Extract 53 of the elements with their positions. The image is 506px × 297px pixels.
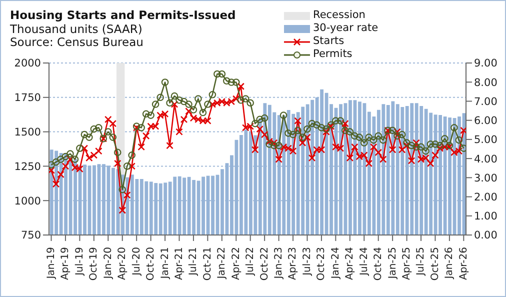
y2-tick-label: 8.00 xyxy=(474,76,498,89)
x-tick-label: Apr-21 xyxy=(174,247,185,280)
y2-tick-label: 1.00 xyxy=(474,210,498,223)
x-tick-label: Jul-19 xyxy=(74,247,86,276)
chart-subtitle: Thousand units (SAAR) xyxy=(10,22,144,36)
x-tick-label: Jan-20 xyxy=(102,247,114,280)
chart-title: Housing Starts and Permits-Issued xyxy=(10,8,236,22)
y-tick-label: 1000 xyxy=(14,195,41,208)
x-tick-label: Oct-19 xyxy=(88,247,100,281)
x-tick-label: Jan-19 xyxy=(46,247,57,280)
x-tick-label: Apr-19 xyxy=(60,247,72,280)
x-tick-label: Apr-23 xyxy=(288,247,299,280)
y-tick-label: 750 xyxy=(20,230,41,242)
x-tick-label: Jul-21 xyxy=(188,247,200,276)
y2-tick-label: 7.00 xyxy=(474,96,498,108)
source-note: Source: Census Bureau xyxy=(10,35,144,50)
y-tick-label: 1750 xyxy=(14,92,41,104)
legend-label: Recession xyxy=(313,9,366,22)
y2-tick-label: 6.00 xyxy=(474,115,498,128)
x-tick-label: Oct-21 xyxy=(202,247,214,281)
legend-label: Permits xyxy=(313,48,352,61)
x-tick-label: Apr-24 xyxy=(344,247,356,280)
y2-tick-label: 9.00 xyxy=(474,58,498,70)
y-tick-label: 1250 xyxy=(14,160,41,173)
x-tick-label: Jul-20 xyxy=(131,247,142,276)
x-tick-label: Apr-26 xyxy=(458,247,470,280)
y2-tick-label: 3.00 xyxy=(474,172,498,184)
x-tick-label: Jul-22 xyxy=(245,247,256,276)
x-tick-label: Jul-24 xyxy=(358,247,370,276)
x-tick-label: Jul-25 xyxy=(416,247,427,276)
y2-tick-label: 4.00 xyxy=(474,153,498,166)
x-tick-label: Jan-21 xyxy=(160,247,171,280)
y2-tick-label: 0.00 xyxy=(474,230,498,242)
x-tick-label: Jan-22 xyxy=(216,247,228,280)
x-tick-label: Oct-23 xyxy=(316,247,328,281)
x-tick-label: Jan-23 xyxy=(274,247,285,280)
x-tick-label: Jan-26 xyxy=(444,247,456,280)
x-tick-label: Jul-23 xyxy=(302,247,313,276)
legend-label: Starts xyxy=(313,35,344,48)
y-tick-label: 1500 xyxy=(14,126,41,139)
x-tick-label: Oct-22 xyxy=(259,247,270,281)
y2-tick-label: 5.00 xyxy=(474,134,498,146)
legend-label: 30-year rate xyxy=(313,22,378,35)
x-tick-label: Oct-20 xyxy=(146,247,157,281)
x-tick-label: Apr-20 xyxy=(117,247,128,280)
x-tick-label: Apr-25 xyxy=(402,247,413,280)
x-tick-label: Apr-22 xyxy=(230,247,242,280)
x-tick-label: Oct-24 xyxy=(373,247,384,281)
x-tick-label: Jan-24 xyxy=(330,247,342,280)
y-tick-label: 2000 xyxy=(14,58,41,70)
x-tick-label: Jan-25 xyxy=(387,247,398,280)
y2-tick-label: 2.00 xyxy=(474,192,498,204)
x-tick-label: Oct-25 xyxy=(430,247,441,281)
